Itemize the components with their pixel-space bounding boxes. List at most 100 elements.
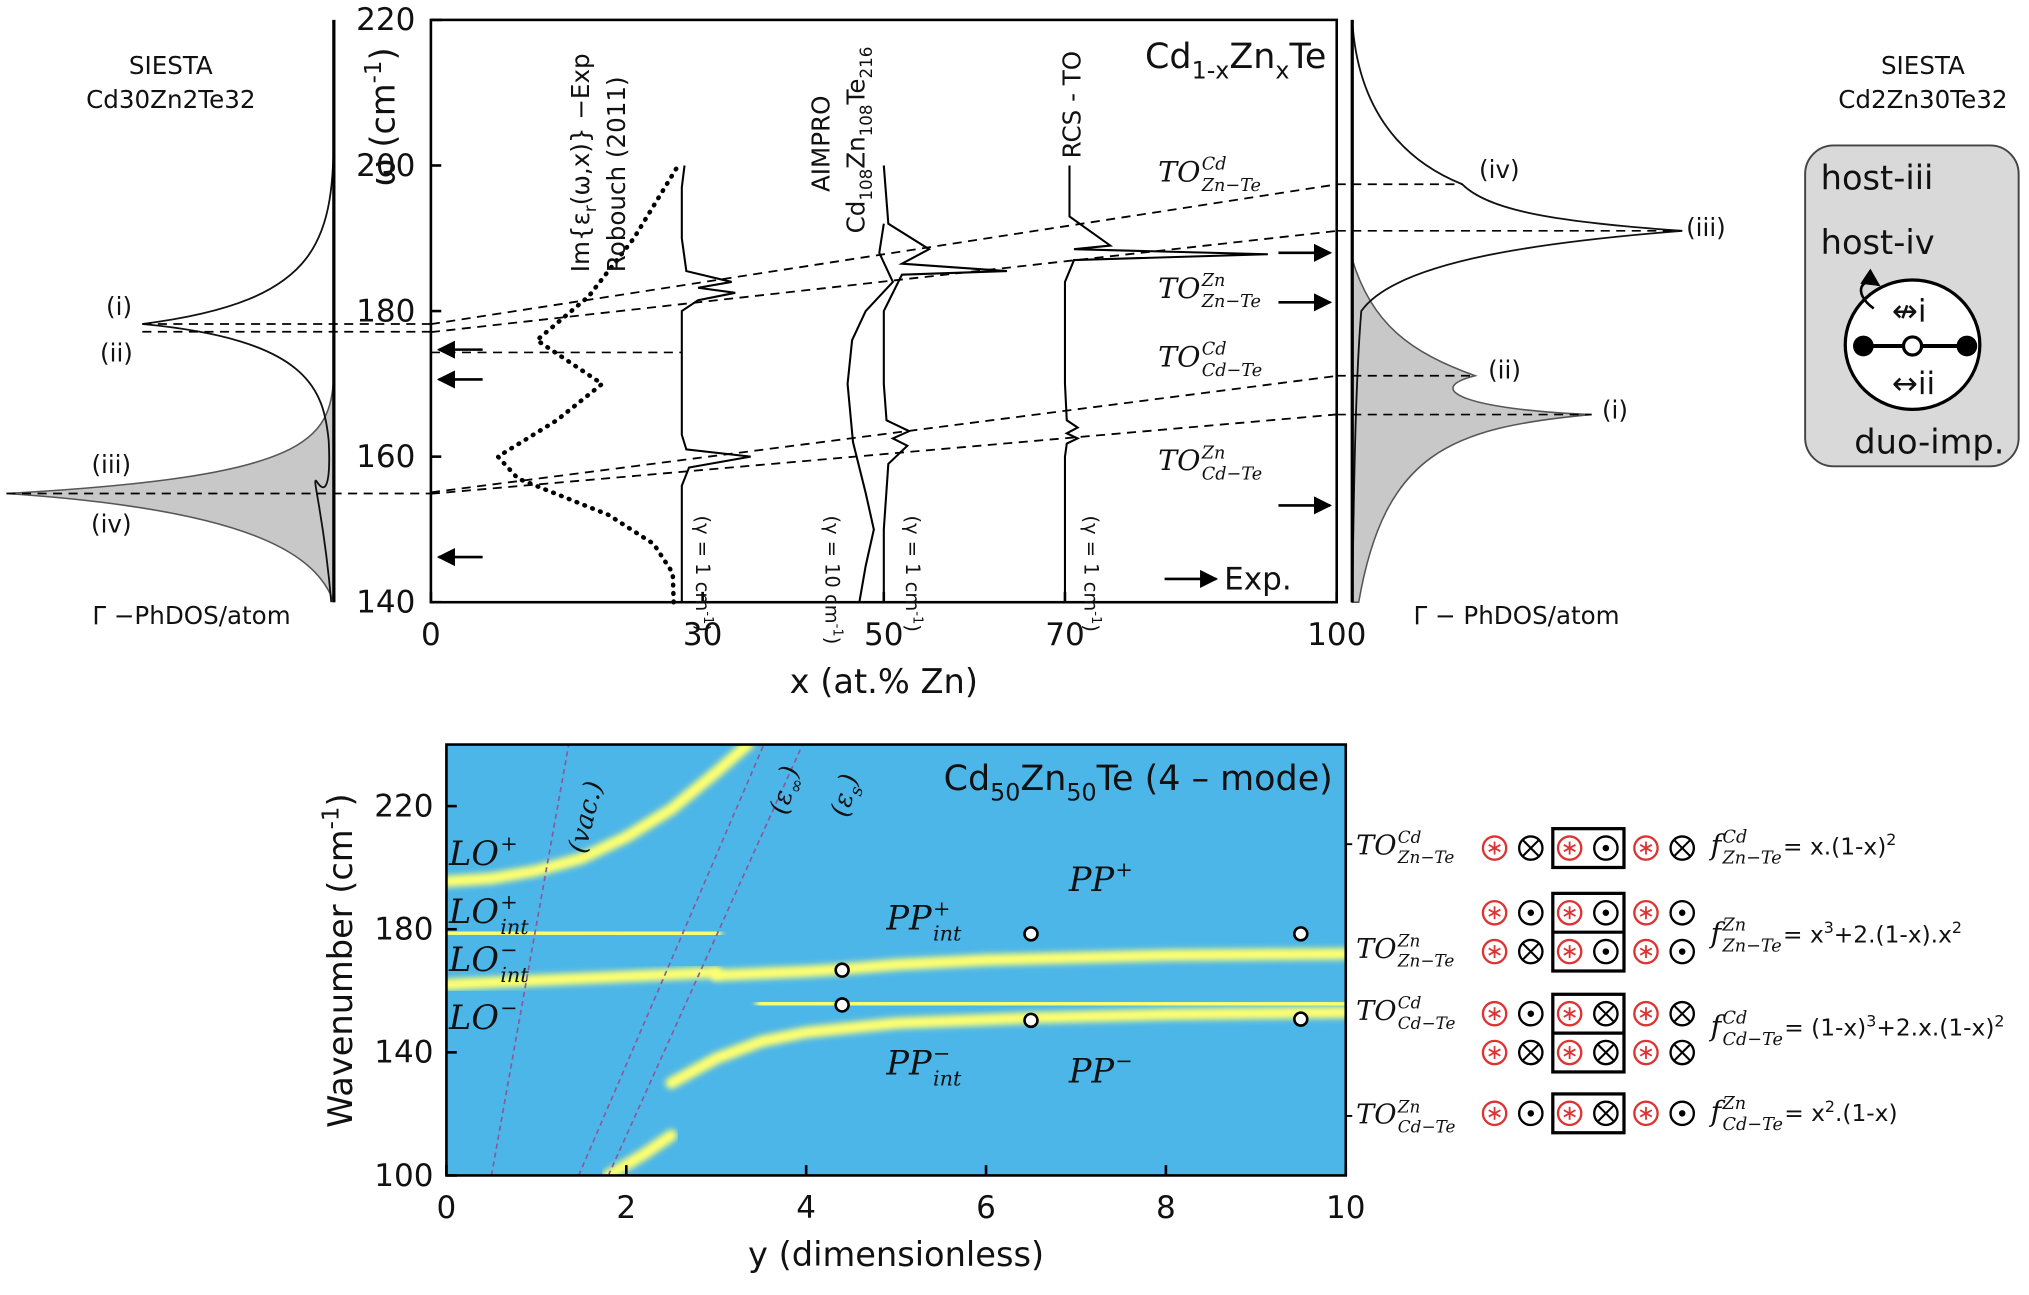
ridge xyxy=(665,1006,1346,1089)
y-tick-label: 180 xyxy=(356,293,415,329)
fraction-symbol-sub: Zn−Te xyxy=(1722,937,1782,957)
site-icon xyxy=(1633,899,1659,926)
peak-label: (iv) xyxy=(91,509,132,538)
site-icon xyxy=(1639,1048,1653,1057)
cell-label: Cd2Zn30Te32 xyxy=(1838,85,2007,114)
series-line xyxy=(846,223,895,603)
branch-label: LO xyxy=(448,998,499,1037)
site-icon xyxy=(1633,1039,1659,1066)
text-part: -1 xyxy=(1088,611,1103,624)
series-line xyxy=(494,166,679,605)
text-part: r xyxy=(580,205,600,212)
text-part: Cd xyxy=(841,201,870,234)
text-part: 2 xyxy=(1886,830,1896,849)
rotation-arrow xyxy=(1859,268,1881,310)
site-icon xyxy=(1527,909,1535,917)
series-line xyxy=(1063,165,1268,603)
x-tick-label: 2 xyxy=(616,1190,636,1226)
fraction-expr: = x3+2.(1-x).x2 xyxy=(1783,918,1962,948)
site-icon xyxy=(1639,1009,1653,1018)
fraction-symbol-sub: Cd−Te xyxy=(1723,1115,1783,1135)
mode-label-sub: Cd−Te xyxy=(1202,361,1262,381)
method-label: SIESTA xyxy=(129,51,213,80)
fraction-symbol-sup: Cd xyxy=(1723,828,1748,848)
fraction-symbol-sub: Cd−Te xyxy=(1723,1030,1783,1050)
y-axis-label: ω (cm-1) xyxy=(361,47,402,186)
y-tick-label: 160 xyxy=(356,439,415,475)
site-icon xyxy=(1633,1100,1659,1127)
site-icon xyxy=(1488,1109,1501,1118)
x-axis-label: x (at.% Zn) xyxy=(790,662,978,701)
site-icon xyxy=(1639,908,1653,917)
dos-curve-shaded xyxy=(1351,259,1592,603)
plot-frame xyxy=(445,743,1348,1177)
site-icon xyxy=(1669,1000,1696,1027)
site-icon xyxy=(1602,844,1610,852)
text-part: (γ = 1 cm xyxy=(1079,516,1102,612)
dos-curve xyxy=(1351,19,1683,603)
mode-label: TO xyxy=(1356,1100,1396,1131)
site-icon xyxy=(1639,1109,1653,1118)
text-part: Te xyxy=(1288,37,1326,77)
fraction-symbol-sup: Cd xyxy=(1723,1009,1748,1029)
y-tick-label: 200 xyxy=(356,148,415,184)
site-icon xyxy=(1633,1000,1659,1027)
ridge xyxy=(710,947,1346,982)
site-icon xyxy=(1597,1044,1615,1062)
site-icon xyxy=(1563,908,1576,917)
site-icon xyxy=(1517,1039,1544,1066)
ridge xyxy=(446,966,723,991)
marker xyxy=(1023,926,1039,942)
peak-label: (i) xyxy=(106,292,132,321)
mode-label-sub: Cd−Te xyxy=(1202,464,1262,484)
text-part: .(1-x) xyxy=(1835,1100,1898,1127)
mode-label-sup: Zn xyxy=(1397,931,1421,951)
site-icon xyxy=(1678,909,1686,917)
series-line xyxy=(430,183,1337,326)
site-icon xyxy=(1593,1100,1619,1127)
mode-label-sub: Zn−Te xyxy=(1201,292,1261,312)
text-part: ) xyxy=(364,47,403,60)
x-tick-label: 0 xyxy=(437,1190,457,1226)
dos-axis-label: Γ − PhDOS/atom xyxy=(1413,601,1619,630)
mode-label: TO xyxy=(1158,341,1200,374)
site-icon xyxy=(1481,1039,1508,1066)
site-icon xyxy=(1527,1110,1535,1117)
chart-title: Cd1-xZnxTe xyxy=(1145,37,1326,84)
cell-label: Cd30Zn2Te32 xyxy=(86,85,255,114)
site-icon xyxy=(1669,899,1696,926)
site-icon xyxy=(1597,1104,1615,1122)
site-icon xyxy=(1488,1009,1501,1018)
peak-label: (ii) xyxy=(100,339,133,368)
site-icon xyxy=(1639,947,1653,956)
text-part: (γ = 1 cm xyxy=(691,516,714,612)
site-icon xyxy=(1669,938,1696,965)
site-icon xyxy=(1673,839,1691,857)
text-part: -1 xyxy=(829,624,844,637)
schematic-label: ↔ii xyxy=(1892,366,1935,402)
site-icon xyxy=(1488,947,1501,956)
marker xyxy=(1293,926,1309,942)
x-tick-label: 70 xyxy=(1045,617,1085,653)
polariton-label-sup: − xyxy=(1115,1049,1132,1073)
series-line xyxy=(882,165,1008,603)
site-icon xyxy=(1481,938,1508,965)
site-icon xyxy=(1593,1039,1619,1066)
series-line xyxy=(430,374,1337,494)
x-tick-label: 4 xyxy=(796,1190,816,1226)
mode-label-sup: Cd xyxy=(1202,340,1227,360)
schematic-label: host-iv xyxy=(1821,223,1935,262)
text-part: +2.x.(1-x) xyxy=(1876,1015,1994,1042)
text-part: Zn xyxy=(1020,759,1066,799)
text-part: = (1-x) xyxy=(1784,1015,1866,1042)
text-part: = x xyxy=(1783,922,1824,949)
schematic-label: ↮i xyxy=(1892,293,1927,329)
site-icon xyxy=(1563,1009,1576,1018)
annotation: RCS - TO xyxy=(1057,51,1086,158)
y-tick-label: 140 xyxy=(356,585,415,621)
chart-title: Cd50Zn50Te (4 – mode) xyxy=(944,759,1333,806)
gamma-label: (γ = 10 cm-1) xyxy=(821,516,845,645)
